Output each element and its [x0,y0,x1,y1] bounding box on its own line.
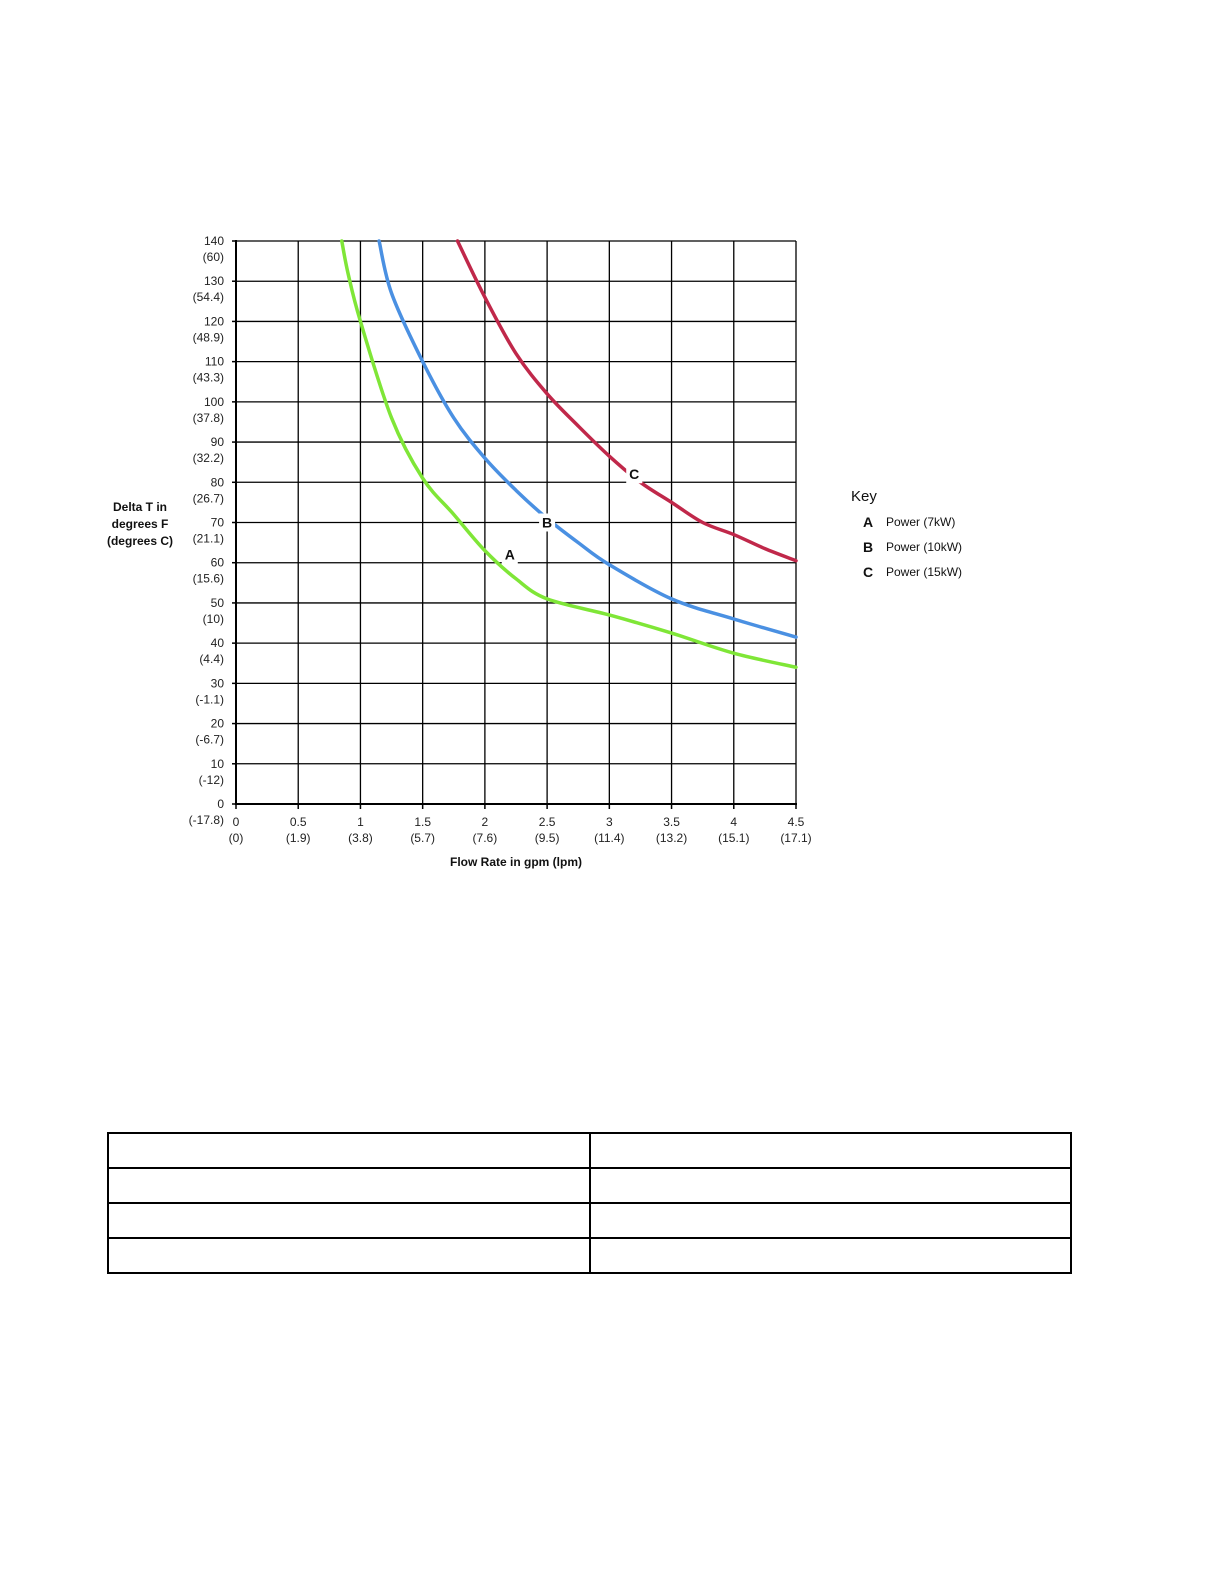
curve-label-c: C [629,466,639,482]
table-row [107,1237,1072,1274]
x-tick-sublabel-0: (0) [229,831,244,845]
flow-rate-chart: ABC 140(60)130(54.4)120(48.9)110(43.3)10… [107,234,962,869]
series-line-a [340,239,798,670]
y-axis-title-line-2: degrees F [112,517,169,531]
x-tick-sublabel-2: (3.8) [348,831,373,845]
x-tick-label-8: 4 [730,815,737,829]
y-tick-sublabel-1: (54.4) [193,290,224,304]
chart-curves [340,239,798,670]
chart-tick-labels: 140(60)130(54.4)120(48.9)110(43.3)100(37… [189,234,812,845]
curve-label-bg-a [501,545,518,564]
x-axis-title: Flow Rate in gpm (lpm) [450,855,582,869]
curve-label-b: B [542,515,552,531]
y-tick-label-6: 80 [211,475,225,489]
y-tick-sublabel-8: (15.6) [193,572,224,586]
x-tick-sublabel-5: (9.5) [535,831,560,845]
table-cell [588,1132,1072,1169]
y-tick-sublabel-7: (21.1) [193,532,224,546]
table-row [107,1132,1072,1169]
y-tick-sublabel-9: (10) [203,612,224,626]
x-tick-label-6: 3 [606,815,613,829]
curve-label-a: A [505,547,515,563]
y-tick-label-13: 10 [211,757,225,771]
y-tick-sublabel-6: (26.7) [193,491,224,505]
y-tick-sublabel-13: (-12) [199,773,224,787]
x-tick-sublabel-7: (13.2) [656,831,687,845]
legend-label-b: Power (10kW) [886,540,962,554]
x-tick-label-1: 0.5 [290,815,307,829]
series-line-b [377,239,798,639]
curve-label-bg-c [626,465,643,484]
table-cell [588,1237,1072,1274]
table-cell [588,1167,1072,1204]
x-tick-label-9: 4.5 [788,815,805,829]
series-line-c [455,239,798,563]
blank-table [107,1132,1072,1274]
y-tick-sublabel-4: (37.8) [193,411,224,425]
x-tick-label-0: 0 [233,815,240,829]
y-tick-sublabel-14: (-17.8) [189,813,224,827]
y-tick-label-2: 120 [204,314,224,328]
y-axis-title-line-3: (degrees C) [107,534,173,548]
x-tick-label-5: 2.5 [539,815,556,829]
y-tick-sublabel-3: (43.3) [193,371,224,385]
y-tick-label-1: 130 [204,274,224,288]
table-row [107,1202,1072,1239]
chart-grid [236,240,797,804]
x-tick-label-2: 1 [357,815,364,829]
chart-axes [232,240,797,809]
legend: Key A Power (7kW) B Power (10kW) C Power… [851,488,962,580]
legend-title: Key [851,488,877,505]
x-tick-sublabel-4: (7.6) [473,831,498,845]
table-cell [107,1132,591,1169]
y-axis-title: Delta T in degrees F (degrees C) [107,500,173,548]
table-cell [107,1167,591,1204]
x-tick-label-7: 3.5 [663,815,680,829]
curve-label-bg-b [539,513,556,532]
table-cell [588,1202,1072,1239]
x-tick-sublabel-9: (17.1) [780,831,811,845]
y-tick-label-10: 40 [211,636,225,650]
y-tick-sublabel-10: (4.4) [199,652,224,666]
legend-label-c: Power (15kW) [886,565,962,579]
y-tick-label-14: 0 [217,797,224,811]
y-tick-label-8: 60 [211,556,225,570]
x-tick-label-3: 1.5 [414,815,431,829]
legend-letter-b: B [863,539,873,555]
y-tick-label-11: 30 [211,676,225,690]
y-tick-label-9: 50 [211,596,225,610]
y-tick-sublabel-0: (60) [203,250,224,264]
legend-letter-a: A [863,514,873,530]
y-tick-sublabel-2: (48.9) [193,330,224,344]
x-tick-sublabel-8: (15.1) [718,831,749,845]
x-tick-sublabel-1: (1.9) [286,831,311,845]
chart-curve-labels: A B C [501,465,643,564]
y-tick-label-7: 70 [211,516,225,530]
x-tick-sublabel-6: (11.4) [594,831,624,845]
table-cell [107,1202,591,1239]
y-tick-sublabel-11: (-1.1) [195,692,224,706]
y-tick-label-12: 20 [211,717,225,731]
y-axis-title-line-1: Delta T in [113,500,167,514]
table-cell [107,1237,591,1274]
y-tick-sublabel-5: (32.2) [193,451,224,465]
table-row [107,1167,1072,1204]
x-tick-sublabel-3: (5.7) [410,831,435,845]
x-tick-label-4: 2 [482,815,489,829]
legend-letter-c: C [863,564,873,580]
y-tick-label-0: 140 [204,234,224,248]
y-tick-label-3: 110 [205,355,224,369]
y-tick-label-4: 100 [204,395,224,409]
y-tick-label-5: 90 [211,435,225,449]
legend-label-a: Power (7kW) [886,515,955,529]
y-tick-sublabel-12: (-6.7) [195,733,224,747]
